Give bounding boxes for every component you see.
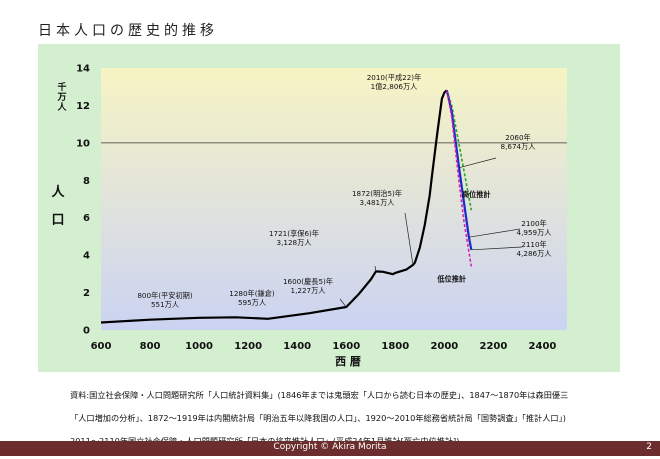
source-line: 「人口増加の分析」、1872～1919年は内閣統計局「明治五年以降我国の人口」、… <box>70 413 640 425</box>
series-label: 高位推計 <box>462 190 492 199</box>
x-tick-label: 1600 <box>332 341 360 352</box>
x-tick-label: 800 <box>140 341 161 352</box>
source-line: 資料:国立社会保障・人口問題研究所「人口統計資料集」(1846年までは鬼頭宏「人… <box>70 390 640 402</box>
y-tick-label: 2 <box>83 288 90 299</box>
x-tick-label: 2000 <box>430 341 458 352</box>
x-tick-label: 1400 <box>283 341 311 352</box>
y-tick-label: 8 <box>83 176 90 187</box>
x-tick-label: 2200 <box>479 341 507 352</box>
y-tick-label: 12 <box>76 101 90 112</box>
x-tick-label: 600 <box>91 341 112 352</box>
y-tick-label: 14 <box>76 64 90 75</box>
y-tick-label: 0 <box>83 326 90 337</box>
y-unit-label: 千万人 <box>56 81 67 113</box>
y-tick-label: 4 <box>83 251 90 262</box>
y-tick-label: 10 <box>76 138 90 149</box>
x-tick-label: 1000 <box>185 341 213 352</box>
x-axis-label: 西 暦 <box>335 355 361 368</box>
x-tick-label: 1200 <box>234 341 262 352</box>
series-label: 低位推計 <box>436 274 467 283</box>
x-tick-label: 2400 <box>529 341 557 352</box>
y-tick-label: 6 <box>83 213 90 224</box>
page-number: 2 <box>646 442 652 452</box>
copyright-text: Copyright © Akira Morita <box>0 442 660 452</box>
x-tick-label: 1800 <box>381 341 409 352</box>
footer-bar: Copyright © Akira Morita 2 <box>0 441 660 456</box>
